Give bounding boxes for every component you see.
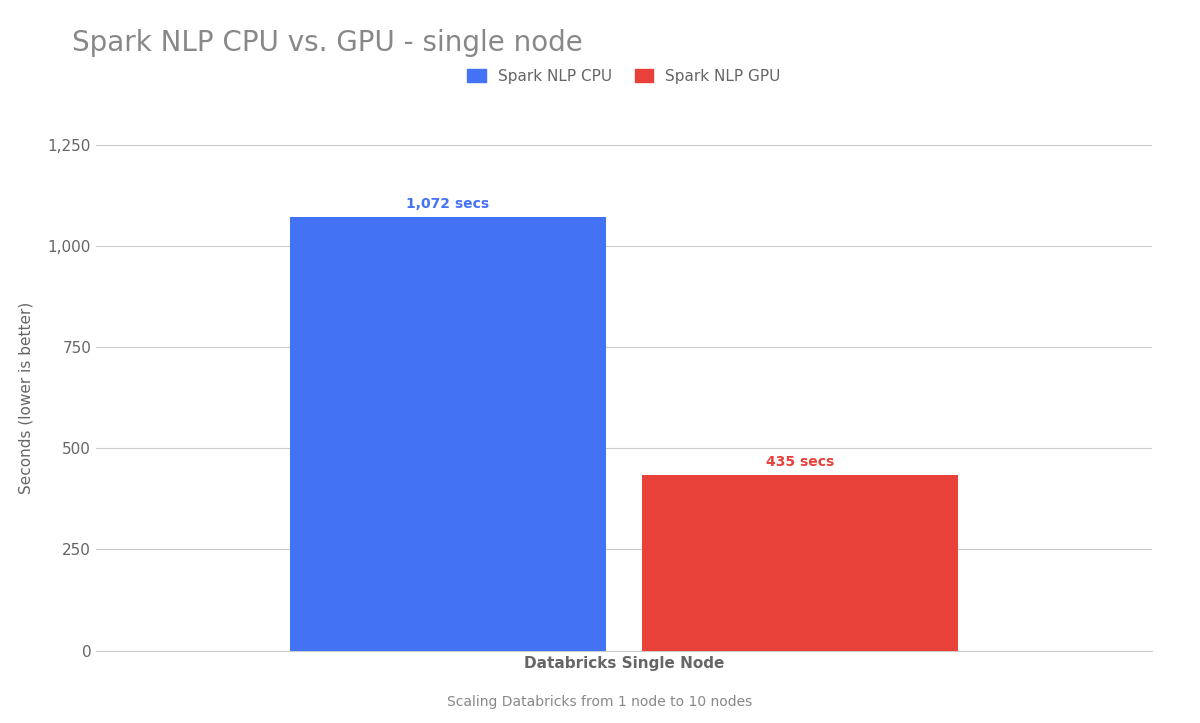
Text: Scaling Databricks from 1 node to 10 nodes: Scaling Databricks from 1 node to 10 nod… bbox=[448, 695, 752, 709]
Text: 1,072 secs: 1,072 secs bbox=[407, 197, 490, 210]
Y-axis label: Seconds (lower is better): Seconds (lower is better) bbox=[19, 301, 34, 494]
Text: 435 secs: 435 secs bbox=[766, 455, 834, 469]
Bar bbox=[642, 474, 959, 651]
Legend: Spark NLP CPU, Spark NLP GPU: Spark NLP CPU, Spark NLP GPU bbox=[460, 61, 788, 92]
Bar bbox=[289, 217, 606, 651]
Text: Spark NLP CPU vs. GPU - single node: Spark NLP CPU vs. GPU - single node bbox=[72, 29, 583, 57]
